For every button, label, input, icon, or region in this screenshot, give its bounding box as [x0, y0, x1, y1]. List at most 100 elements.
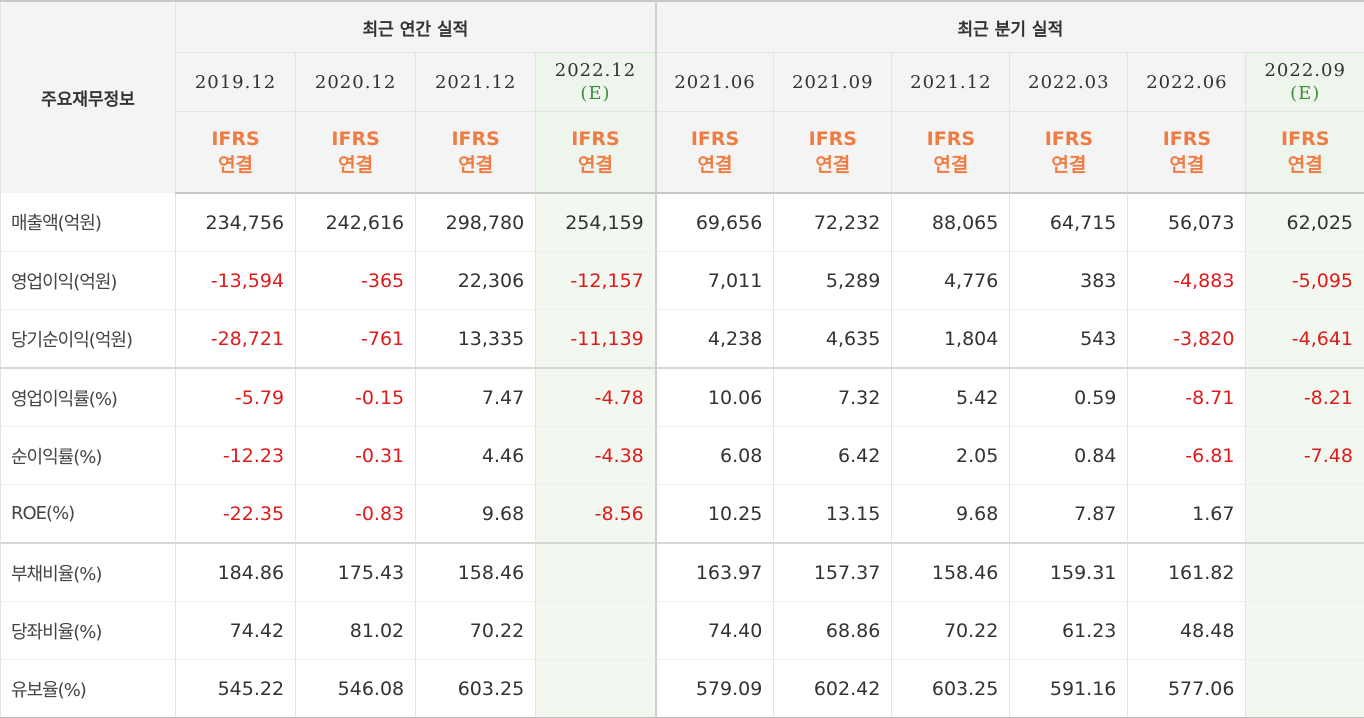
table-cell: 603.25	[416, 660, 536, 718]
table-cell: 5,289	[774, 252, 892, 310]
table-cell	[536, 602, 656, 660]
table-cell: 6.42	[774, 427, 892, 485]
table-cell: 10.06	[656, 368, 774, 427]
table-cell: 579.09	[656, 660, 774, 718]
table-cell: -4.78	[536, 368, 656, 427]
period-date: 2022.06	[1128, 71, 1245, 94]
row-label: 순이익률(%)	[1, 427, 176, 485]
ifrs-label: IFRS	[657, 126, 774, 152]
table-cell: 13.15	[774, 485, 892, 544]
table-cell	[536, 543, 656, 602]
period-date: 2022.09	[1246, 59, 1364, 82]
table-cell: 48.48	[1128, 602, 1246, 660]
table-cell: 591.16	[1010, 660, 1128, 718]
table-cell: -28,721	[176, 310, 296, 369]
period-header: 2021.06	[656, 53, 774, 112]
table-cell: 383	[1010, 252, 1128, 310]
consolidated-label: 연결	[416, 152, 535, 178]
table-cell: 546.08	[296, 660, 416, 718]
table-cell: -11,139	[536, 310, 656, 369]
table-cell	[1246, 660, 1364, 718]
table-cell: -4,641	[1246, 310, 1364, 369]
table-cell: 70.22	[892, 602, 1010, 660]
table-cell: -8.56	[536, 485, 656, 544]
table-cell: 4,635	[774, 310, 892, 369]
table-cell: 184.86	[176, 543, 296, 602]
table-cell	[1246, 543, 1364, 602]
consolidated-label: 연결	[176, 152, 295, 178]
table-cell: 158.46	[892, 543, 1010, 602]
ifrs-label: IFRS	[892, 126, 1009, 152]
table-cell: 70.22	[416, 602, 536, 660]
period-date: 2021.06	[657, 71, 774, 94]
table-cell: 157.37	[774, 543, 892, 602]
table-cell: 13,335	[416, 310, 536, 369]
period-header: 2022.12(E)	[536, 53, 656, 112]
table-cell: 5.42	[892, 368, 1010, 427]
table-cell: 2.05	[892, 427, 1010, 485]
table-cell: 545.22	[176, 660, 296, 718]
consolidated-label: 연결	[1246, 152, 1364, 178]
estimate-mark: (E)	[1246, 82, 1364, 105]
period-date: 2022.03	[1010, 71, 1127, 94]
table-cell: 161.82	[1128, 543, 1246, 602]
table-cell: 159.31	[1010, 543, 1128, 602]
table-cell: 1,804	[892, 310, 1010, 369]
table-cell: 4.46	[416, 427, 536, 485]
ifrs-label: IFRS	[1246, 126, 1364, 152]
table-cell: -5,095	[1246, 252, 1364, 310]
consolidated-label: 연결	[296, 152, 415, 178]
ifrs-label: IFRS	[536, 126, 655, 152]
period-header: 2021.12	[416, 53, 536, 112]
table-cell: 7.32	[774, 368, 892, 427]
ifrs-label: IFRS	[416, 126, 535, 152]
consolidated-label: 연결	[774, 152, 891, 178]
table-cell: -365	[296, 252, 416, 310]
row-label: 영업이익률(%)	[1, 368, 176, 427]
table-cell: -3,820	[1128, 310, 1246, 369]
table-cell	[536, 660, 656, 718]
table-cell: -0.15	[296, 368, 416, 427]
table-cell: 7.47	[416, 368, 536, 427]
table-cell: -6.81	[1128, 427, 1246, 485]
ifrs-label: IFRS	[774, 126, 891, 152]
table-cell: 4,776	[892, 252, 1010, 310]
period-date: 2021.12	[892, 71, 1009, 94]
row-label: 당기순이익(억원)	[1, 310, 176, 369]
table-cell: 64,715	[1010, 193, 1128, 252]
period-date: 2021.12	[416, 71, 535, 94]
row-label: ROE(%)	[1, 485, 176, 544]
table-cell: 298,780	[416, 193, 536, 252]
table-cell: -4,883	[1128, 252, 1246, 310]
table-cell: 81.02	[296, 602, 416, 660]
period-date: 2021.09	[774, 71, 891, 94]
period-header: 2021.09	[774, 53, 892, 112]
ifrs-label: IFRS	[176, 126, 295, 152]
table-cell: 68.86	[774, 602, 892, 660]
group-header-annual: 최근 연간 실적	[176, 1, 656, 53]
table-cell: 543	[1010, 310, 1128, 369]
table-cell: 163.97	[656, 543, 774, 602]
table-cell: -0.83	[296, 485, 416, 544]
consolidated-label: 연결	[657, 152, 774, 178]
ifrs-label: IFRS	[296, 126, 415, 152]
table-cell: 7,011	[656, 252, 774, 310]
row-label: 유보율(%)	[1, 660, 176, 718]
table-cell: 9.68	[416, 485, 536, 544]
table-cell: 254,159	[536, 193, 656, 252]
consolidated-label: 연결	[536, 152, 655, 178]
table-cell: -7.48	[1246, 427, 1364, 485]
period-date: 2020.12	[296, 71, 415, 94]
corner-label: 주요재무정보	[1, 1, 176, 193]
table-cell: -5.79	[176, 368, 296, 427]
period-header: 2022.06	[1128, 53, 1246, 112]
